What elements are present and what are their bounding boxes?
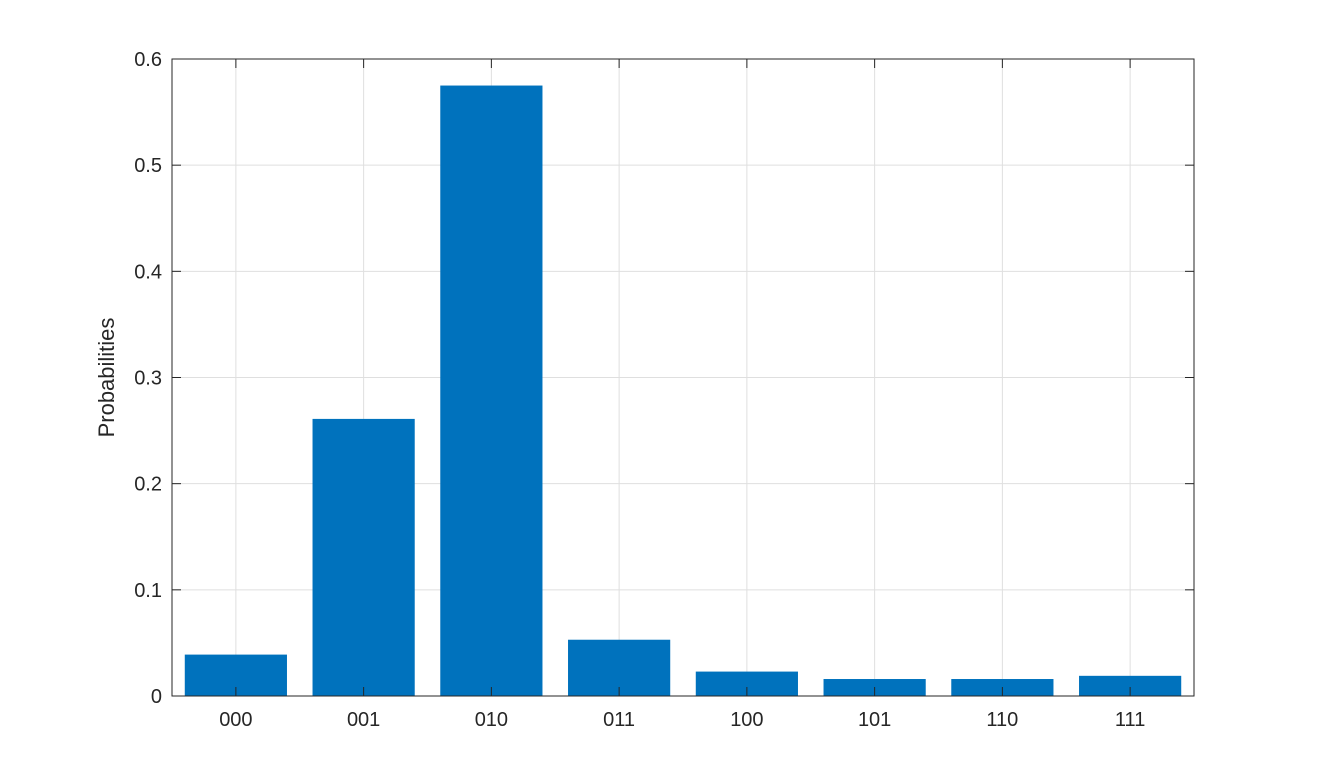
x-tick-label: 000 <box>219 709 252 731</box>
y-tick-label: 0.5 <box>134 155 162 177</box>
tick-marks <box>172 58 1194 697</box>
y-tick-label: 0.2 <box>134 474 162 496</box>
x-tick-label: 001 <box>347 709 380 731</box>
y-tick-label: 0.6 <box>134 49 162 71</box>
y-tick-label: 0.3 <box>134 368 162 390</box>
bar-010 <box>440 85 543 696</box>
bar-111 <box>1079 675 1182 696</box>
y-tick-label: 0.4 <box>134 261 162 283</box>
bar-011 <box>568 639 671 696</box>
x-tick-label: 110 <box>986 709 1018 731</box>
y-tick-label: 0 <box>151 686 162 708</box>
x-tick-label: 010 <box>475 709 508 731</box>
bars <box>184 85 1182 696</box>
bar-001 <box>312 418 415 696</box>
y-tick-labels: 0 0.1 0.2 0.3 0.4 0.5 0.6 <box>134 49 162 708</box>
y-axis-label: Probabilities <box>94 318 119 438</box>
y-tick-label: 0.1 <box>134 580 162 602</box>
x-tick-label: 100 <box>730 709 763 731</box>
x-tick-label: 011 <box>603 709 635 731</box>
x-tick-labels: 000 001 010 011 100 101 110 111 <box>219 709 1145 731</box>
x-tick-label: 111 <box>1115 709 1145 731</box>
x-tick-label: 101 <box>858 709 891 731</box>
